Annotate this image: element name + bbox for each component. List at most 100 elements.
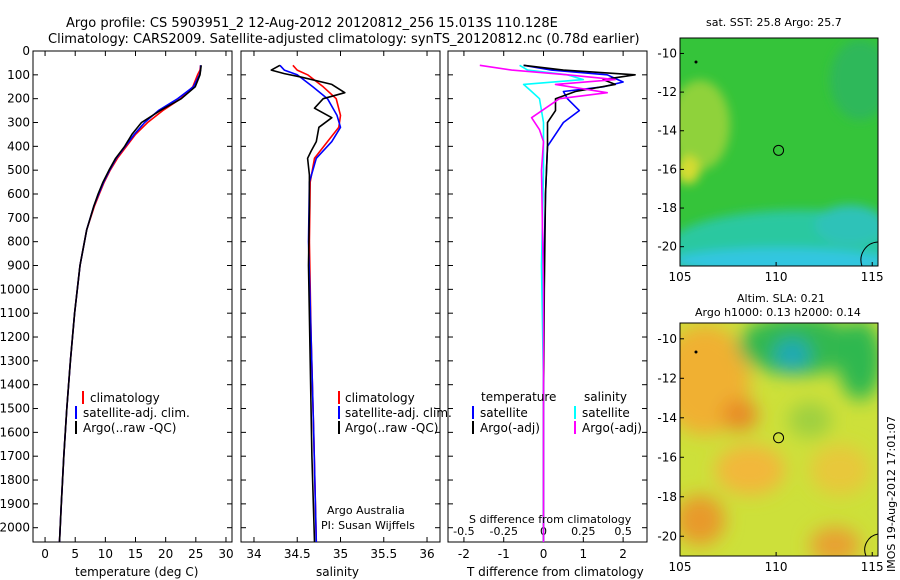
y-tick-label: 600 xyxy=(7,187,30,201)
sst-map-title: sat. SST: 25.8 Argo: 25.7 xyxy=(706,16,842,29)
map-x-tick-label: 115 xyxy=(861,560,884,574)
legend-label-argo: Argo(..raw -QC) xyxy=(83,421,176,435)
y-tick-label: 900 xyxy=(7,259,30,273)
sst-green-patch xyxy=(830,40,878,120)
sst-teal-patch xyxy=(815,205,878,245)
y-tick-label: 2000 xyxy=(0,521,30,535)
x-tick-label: 34 xyxy=(246,547,261,561)
temperature-panel-frame xyxy=(32,50,233,543)
series-line-argo-raw-qc- xyxy=(270,64,346,543)
sla-orange-se xyxy=(810,527,860,556)
x-tick-label: 25 xyxy=(188,547,203,561)
x-tick-label: -2 xyxy=(458,547,470,561)
y-tick-label: 1000 xyxy=(0,282,30,296)
sla-coast-arc xyxy=(864,533,878,556)
map-y-tick-label: -12 xyxy=(657,371,677,385)
sla-map-title-2: Argo h1000: 0.13 h2000: 0.14 xyxy=(695,306,861,319)
legend-title-salinity: salinity xyxy=(584,390,627,404)
map-x-tick-label: 115 xyxy=(861,270,884,284)
series-line-s-argo-adj- xyxy=(479,64,617,542)
sst-map-blobs xyxy=(680,40,878,266)
y-tick-label: 0 xyxy=(22,44,30,58)
legend-label-climatology: climatology xyxy=(345,391,415,405)
x-tick-label: 34.5 xyxy=(284,547,311,561)
sla-green-east xyxy=(838,323,878,400)
header-line-2: Climatology: CARS2009. Satellite-adjuste… xyxy=(48,32,640,47)
map-y-tick-label: -10 xyxy=(657,332,677,346)
series-line-argo-raw-qc- xyxy=(58,65,202,543)
map-y-tick-label: -12 xyxy=(657,85,677,99)
t-difference-axis-label: T difference from climatology xyxy=(466,565,644,579)
map-x-tick-label: 110 xyxy=(765,270,788,284)
sst-map-axes: 105 110 115 -10 -12 -14 -16 -18 -20 xyxy=(657,46,883,284)
map-x-tick-label: 110 xyxy=(765,560,788,574)
y-tick-label: 1100 xyxy=(0,306,30,320)
x-tick-label: 15 xyxy=(128,547,143,561)
legend-label-climatology: climatology xyxy=(90,391,160,405)
y-tick-label: 1300 xyxy=(0,354,30,368)
sla-orange-sw xyxy=(680,495,725,545)
y-tick-label: 200 xyxy=(7,92,30,106)
difference-legend: temperature salinity satellite Argo(-adj… xyxy=(469,390,642,526)
sst-map-frame xyxy=(679,37,879,267)
temperature-axis-label: temperature (deg C) xyxy=(75,565,198,579)
sla-yellow-east xyxy=(810,445,870,495)
map-y-tick-label: -20 xyxy=(657,529,677,543)
sst-warm-spot xyxy=(680,156,700,184)
y-tick-label: 1400 xyxy=(0,378,30,392)
x-tick-label: -1 xyxy=(498,547,510,561)
salinity-axis-label: salinity xyxy=(316,565,359,579)
pi-label: PI: Susan Wijffels xyxy=(321,519,415,532)
x-tick-label: 35 xyxy=(333,547,348,561)
map-y-tick-label: -18 xyxy=(657,201,677,215)
y-tick-label: 1600 xyxy=(0,425,30,439)
x-tick-label: 35.5 xyxy=(370,547,397,561)
sst-warm-patch xyxy=(680,80,730,170)
sla-teal-core xyxy=(774,339,810,371)
temperature-legend: climatology satellite-adj. clim. Argo(..… xyxy=(75,391,190,435)
y-tick-label: 1900 xyxy=(0,497,30,511)
temperature-panel: 0 5 10 15 20 25 300100200300400500600700800900… xyxy=(0,44,234,561)
sst-island-dot xyxy=(694,60,698,64)
legend-label-satellite: satellite-adj. clim. xyxy=(83,406,190,420)
map-y-tick-label: -16 xyxy=(657,162,677,176)
legend-label-s-argo: Argo(-adj) xyxy=(582,421,642,435)
y-tick-label: 100 xyxy=(7,68,30,82)
x-tick-label: 36 xyxy=(419,547,434,561)
legend-label-t-argo: Argo(-adj) xyxy=(480,421,540,435)
x-tick-label: 5 xyxy=(71,547,79,561)
sla-map-axes: 105 110 115 -10 -12 -14 -16 -18 -20 xyxy=(657,332,883,574)
sla-green-mid xyxy=(788,402,832,438)
sla-orange-south xyxy=(715,445,785,495)
difference-panel-frame xyxy=(447,50,648,543)
legend-label-satellite: satellite-adj. clim. xyxy=(345,406,452,420)
s-diff-tick-label: 0.5 xyxy=(614,525,632,538)
sla-map-blobs xyxy=(680,323,878,556)
y-tick-label: 300 xyxy=(7,116,30,130)
series-line-t-satellite xyxy=(523,64,624,542)
argo-australia-label: Argo Australia xyxy=(327,504,405,517)
legend-label-t-satellite: satellite xyxy=(480,406,528,420)
sst-map-field xyxy=(680,38,878,266)
x-tick-label: 2 xyxy=(619,547,627,561)
s-difference-axis-label: S difference from climatology xyxy=(469,513,632,526)
map-x-tick-label: 105 xyxy=(669,270,692,284)
series-line-s-satellite xyxy=(519,64,585,542)
salinity-panel: 34 34.5 35 35.5 36 xyxy=(241,50,440,561)
legend-label-s-satellite: satellite xyxy=(582,406,630,420)
y-tick-label: 1700 xyxy=(0,449,30,463)
sla-argo-marker xyxy=(773,432,785,444)
x-tick-label: 1 xyxy=(579,547,587,561)
y-tick-label: 500 xyxy=(7,163,30,177)
header-line-1: Argo profile: CS 5903951_2 12-Aug-2012 2… xyxy=(66,16,558,31)
sla-orange-spot xyxy=(722,399,758,431)
legend-title-temperature: temperature xyxy=(481,390,556,404)
map-y-tick-label: -14 xyxy=(657,124,677,138)
sst-coast-arc xyxy=(860,241,878,266)
legend-label-argo: Argo(..raw -QC) xyxy=(345,421,438,435)
sst-argo-marker xyxy=(773,144,785,156)
s-diff-tick-label: 0.25 xyxy=(571,525,596,538)
map-x-tick-label: 105 xyxy=(669,560,692,574)
